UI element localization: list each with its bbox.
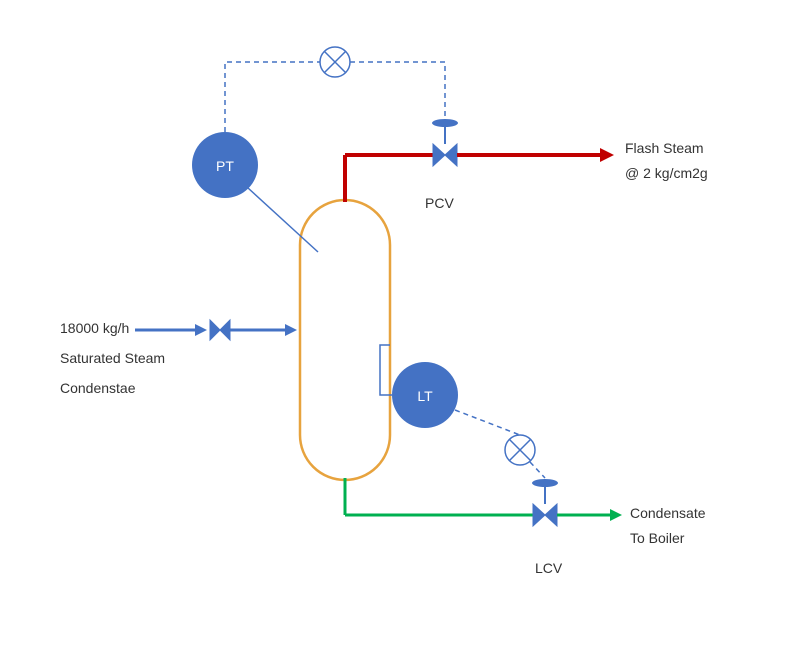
lcv-valve [532, 479, 558, 526]
condensate-line [345, 478, 622, 526]
condensate-label1: Condensate [630, 505, 706, 521]
inlet-desc2-label: Condenstae [60, 380, 136, 396]
flash-steam-line [345, 119, 614, 202]
pt-label: PT [216, 158, 234, 174]
lt-label: LT [417, 388, 433, 404]
pcv-label: PCV [425, 195, 454, 211]
pt-instrument: PT [192, 132, 318, 252]
lt-instrument: LT [380, 345, 458, 428]
flash-steam-label1: Flash Steam [625, 140, 704, 156]
level-control-signal [455, 410, 545, 478]
inlet-desc1-label: Saturated Steam [60, 350, 165, 366]
lcv-label: LCV [535, 560, 562, 576]
inlet-flow-label: 18000 kg/h [60, 320, 129, 336]
flash-steam-label2: @ 2 kg/cm2g [625, 165, 708, 181]
condensate-label2: To Boiler [630, 530, 684, 546]
pressure-control-signal [225, 47, 445, 132]
inlet-line [135, 320, 297, 340]
flash-vessel [300, 200, 390, 480]
pcv-valve [432, 119, 458, 166]
